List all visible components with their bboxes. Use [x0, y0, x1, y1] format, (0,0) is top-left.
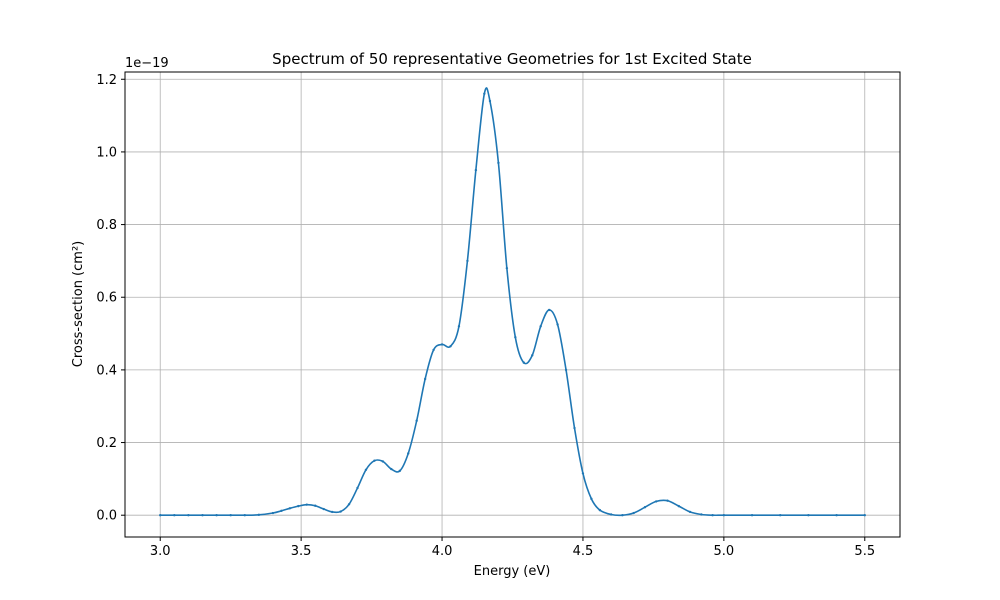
- data-point: [573, 426, 576, 430]
- data-point: [835, 514, 838, 517]
- data-point: [677, 504, 680, 508]
- chart-title: Spectrum of 50 representative Geometries…: [272, 50, 752, 68]
- data-point: [347, 503, 351, 506]
- data-point: [666, 499, 669, 502]
- y-axis-offset-label: 1e−19: [125, 56, 169, 71]
- data-point: [581, 472, 585, 475]
- data-point: [257, 513, 261, 517]
- data-point: [505, 266, 509, 270]
- data-point: [632, 511, 635, 515]
- x-tick-label: 3.0: [150, 544, 171, 559]
- data-point: [522, 361, 525, 364]
- data-point: [173, 514, 176, 517]
- data-point: [621, 514, 624, 517]
- data-point: [440, 343, 444, 346]
- data-point: [381, 460, 385, 463]
- data-point: [590, 497, 593, 501]
- data-point: [722, 514, 726, 517]
- data-point: [373, 459, 376, 462]
- y-tick-label: 0.2: [96, 436, 117, 451]
- series-line: [160, 87, 865, 517]
- data-point: [556, 323, 559, 326]
- data-point: [863, 514, 866, 517]
- y-tick-label: 0.8: [96, 218, 117, 233]
- data-point: [390, 467, 393, 471]
- data-point: [655, 500, 658, 503]
- data-point: [280, 509, 283, 513]
- data-point: [215, 514, 218, 517]
- x-tick-label: 4.0: [432, 544, 453, 559]
- data-point: [407, 452, 410, 455]
- data-point: [271, 511, 275, 515]
- data-point: [564, 368, 568, 372]
- data-point: [711, 514, 714, 517]
- data-point: [159, 514, 162, 517]
- data-point: [700, 513, 703, 516]
- data-point: [243, 514, 246, 517]
- x-axis-ticks: 3.0 3.5 4.0 4.5 5.0 5.5: [150, 537, 875, 559]
- x-axis-label: Energy (eV): [474, 564, 551, 579]
- data-point: [531, 354, 534, 357]
- data-point: [497, 161, 500, 165]
- data-point: [314, 504, 317, 507]
- data-point: [356, 486, 359, 490]
- data-point: [474, 168, 478, 172]
- data-point: [330, 510, 334, 514]
- x-tick-label: 5.0: [714, 544, 735, 559]
- x-tick-label: 4.5: [573, 544, 594, 559]
- axes-frame: [124, 71, 901, 538]
- data-point: [547, 308, 551, 312]
- data-point: [322, 507, 325, 511]
- y-tick-label: 1.2: [96, 73, 117, 88]
- data-point: [457, 325, 461, 328]
- y-tick-label: 0.0: [96, 509, 117, 524]
- data-point: [288, 507, 292, 510]
- data-point: [415, 419, 418, 422]
- data-point: [514, 336, 517, 339]
- y-tick-label: 1.0: [96, 145, 117, 160]
- data-point: [432, 348, 435, 352]
- data-point: [423, 377, 427, 381]
- grid-lines: [125, 72, 900, 537]
- data-point: [398, 469, 401, 473]
- data-point: [364, 468, 368, 471]
- data-point: [305, 503, 308, 506]
- y-tick-label: 0.6: [96, 291, 117, 306]
- data-point: [466, 259, 469, 263]
- data-point: [483, 92, 486, 96]
- y-tick-label: 0.4: [96, 363, 117, 378]
- x-tick-label: 3.5: [291, 544, 312, 559]
- data-point: [643, 506, 647, 509]
- y-axis-label: Cross-section (cm²): [71, 241, 86, 367]
- data-point: [598, 508, 602, 512]
- data-point: [609, 513, 613, 516]
- y-axis-ticks: 0.0 0.2 0.4 0.6 0.8 1.0 1.2: [96, 73, 125, 524]
- data-point: [750, 514, 754, 517]
- data-point: [779, 514, 782, 517]
- data-point: [201, 514, 204, 517]
- data-series: [159, 87, 866, 517]
- data-point: [488, 99, 492, 103]
- data-point: [688, 510, 692, 514]
- data-point: [297, 504, 300, 508]
- data-point: [539, 325, 542, 328]
- x-tick-label: 5.5: [854, 544, 875, 559]
- data-point: [449, 345, 452, 348]
- data-point: [807, 514, 810, 517]
- data-point: [187, 514, 190, 517]
- data-point: [339, 510, 342, 513]
- data-point: [229, 514, 232, 517]
